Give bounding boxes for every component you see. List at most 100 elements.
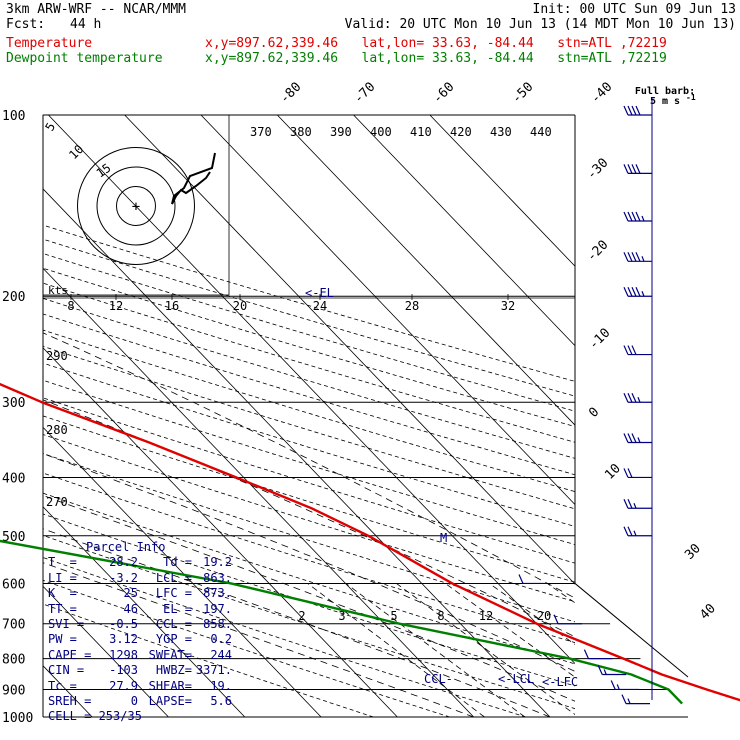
temperature-legend-info: x,y=897.62,339.46 lat,lon= 33.63, -84.44… xyxy=(205,36,667,51)
barb-key-units: 5 m s xyxy=(650,96,680,107)
wind-barb-half-flag xyxy=(633,503,637,509)
wind-barb-flag xyxy=(635,211,641,222)
parcel-cell-text: YGP = xyxy=(155,632,192,647)
wind-barb-flag xyxy=(627,286,633,297)
pressure-tick-label: 900 xyxy=(2,683,25,698)
dewpoint-profile-line xyxy=(0,539,683,705)
isotherm-line xyxy=(276,115,575,426)
wind-barb-half-flag xyxy=(633,530,637,537)
hodograph-ring xyxy=(96,166,176,246)
parcel-cell-text: 0.2 xyxy=(210,632,232,647)
parcel-cell-text: LCL = xyxy=(155,570,192,585)
wind-barb-flag xyxy=(635,286,641,297)
wind-barb-flag xyxy=(627,164,633,174)
wind-barb-flag xyxy=(623,433,629,443)
mixing-ratio-label: 12 xyxy=(479,609,493,623)
wind-barb xyxy=(623,105,652,116)
mixing-ratio-label: 5 xyxy=(390,609,397,623)
mixing-ratio-line xyxy=(307,583,485,717)
parcel-row: LI = -3.2 LCL = 863. xyxy=(48,571,238,586)
parcel-cell-text: CIN = xyxy=(48,663,85,678)
wind-barb xyxy=(623,345,652,356)
speed-label: 32 xyxy=(501,299,515,313)
speed-label: 12 xyxy=(109,299,123,313)
wind-barb-half-flag xyxy=(616,684,620,690)
parcel-cell-text: 25 xyxy=(123,586,138,601)
isotherm-line xyxy=(43,267,474,717)
wind-barb-flag xyxy=(627,252,633,262)
wind-barb-flag xyxy=(623,345,629,355)
parcel-cell-text: TT = xyxy=(48,601,77,616)
parcel-cell-text: -3.2 xyxy=(109,570,138,585)
parcel-row: CIN = -103 HWBZ= 3371. xyxy=(48,663,238,678)
wind-barb-flag xyxy=(631,345,637,355)
wind-barb-half-flag xyxy=(641,215,645,222)
wind-barb-flag xyxy=(631,252,637,262)
lfc-annotation: <-LFC xyxy=(542,675,578,689)
parcel-cell-text: SWEAT= xyxy=(148,647,192,662)
parcel-cell-text: LFC = xyxy=(155,586,192,601)
wind-barb xyxy=(518,574,547,585)
parcel-cell-text: Td = xyxy=(163,555,192,570)
mixing-ratio-label: 20 xyxy=(537,609,551,623)
isotherm-line xyxy=(43,347,398,717)
wind-barb-flag xyxy=(627,392,633,403)
parcel-row: SVI = -0.5 CCL = 858. xyxy=(48,617,238,632)
parcel-cell: CELL = 253/35 xyxy=(48,709,142,724)
pressure-tick-label: 600 xyxy=(2,577,25,592)
theta-label: 270 xyxy=(46,495,68,509)
parcel-cell-text: HWBZ= xyxy=(155,663,192,678)
isotherm-line xyxy=(353,115,575,347)
isotherm-label: -80 xyxy=(277,80,304,107)
moist-adiabat-line xyxy=(43,562,474,717)
parcel-cell-text: LI = xyxy=(48,570,77,585)
pressure-tick-label: 800 xyxy=(2,653,25,668)
wind-barb-flag xyxy=(610,680,616,690)
m-annotation: M xyxy=(440,531,447,545)
temperature-profile-line xyxy=(0,382,740,702)
parcel-cell-text: EL = xyxy=(163,601,192,616)
hodograph-ring-label: 10 xyxy=(66,142,86,162)
wind-barb xyxy=(623,468,652,479)
parcel-cell-text: LAPSE= xyxy=(148,694,192,709)
wind-barb xyxy=(553,614,583,625)
parcel-cell-text: 3371. xyxy=(195,663,232,678)
wind-barb-flag xyxy=(631,105,637,116)
parcel-cell-text: 863. xyxy=(203,570,232,585)
ccl-annotation: CCL- xyxy=(424,672,453,686)
hodograph-trace xyxy=(171,152,216,205)
hodograph-ring xyxy=(77,147,195,265)
theta-label: 380 xyxy=(290,125,312,139)
parcel-row: T = 28.2 Td = 19.2 xyxy=(48,555,238,570)
speed-label: 20 xyxy=(233,299,247,313)
parcel-cell-text: SREH = xyxy=(48,694,92,709)
wind-barb-flag xyxy=(623,468,629,478)
dry-adiabat-line xyxy=(43,434,575,603)
wind-barb xyxy=(621,694,650,705)
pressure-tick-label: 300 xyxy=(2,396,25,411)
wind-barb xyxy=(623,164,652,174)
mixing-ratio-line xyxy=(345,583,526,717)
parcel-cell-text: T = xyxy=(48,555,77,570)
lcl-annotation: <-LCL xyxy=(498,672,534,686)
parcel-cell-text: 27.9 xyxy=(109,678,138,693)
theta-label: 390 xyxy=(330,125,352,139)
wind-barb-flag xyxy=(627,433,633,443)
model-title: 3km ARW-WRF -- NCAR/MMM xyxy=(6,2,187,17)
parcel-cell-text: 858. xyxy=(203,617,232,632)
speed-label: 24 xyxy=(313,299,327,313)
init-time: Init: 00 UTC Sun 09 Jun 13 xyxy=(532,2,737,17)
wind-barb-flag xyxy=(627,498,633,509)
parcel-cell-text: CCL = xyxy=(155,617,192,632)
wind-barb-flag xyxy=(627,345,633,355)
wind-barbs xyxy=(518,105,652,705)
pressure-tick-label: 400 xyxy=(2,471,25,486)
theta-label: 410 xyxy=(410,125,432,139)
wind-barb xyxy=(597,665,627,676)
isotherm-line xyxy=(200,115,575,506)
wind-barb-flag xyxy=(553,614,559,624)
parcel-cell-text: 244 xyxy=(210,647,232,662)
